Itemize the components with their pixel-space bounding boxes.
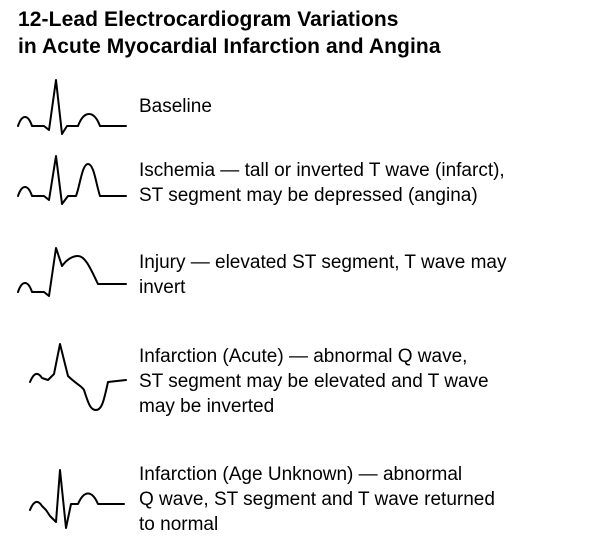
acute-infarction-ecg-wave-icon (29, 343, 127, 411)
injury-description: Injury — elevated ST segment, T wave may… (139, 250, 589, 300)
baseline-description: Baseline (139, 94, 589, 119)
ecg-variation-injury: Injury — elevated ST segment, T wave may… (0, 228, 593, 318)
description-line: invert (139, 277, 186, 298)
title-line-2: in Acute Myocardial Infarction and Angin… (18, 35, 441, 58)
ischemia-ecg-wave-icon (17, 155, 127, 205)
title-line-1: 12-Lead Electrocardiogram Variations (18, 8, 399, 31)
description-line: ST segment may be elevated and T wave (139, 371, 489, 392)
description-line: Ischemia — tall or inverted T wave (infa… (139, 160, 505, 181)
description-line: to normal (139, 514, 219, 535)
baseline-ecg-wave-icon (17, 79, 127, 135)
ecg-variation-infarction-acute: Infarction (Acute) — abnormal Q wave, ST… (0, 330, 593, 430)
infarction-age-unknown-description: Infarction (Age Unknown) — abnormal Q wa… (139, 462, 589, 537)
description-line: Infarction (Acute) — abnormal Q wave, (139, 346, 468, 367)
description-line: Q wave, ST segment and T wave returned (139, 489, 495, 510)
description-line: Injury — elevated ST segment, T wave may (139, 252, 507, 273)
ischemia-description: Ischemia — tall or inverted T wave (infa… (139, 158, 589, 208)
ecg-variation-baseline: Baseline (0, 70, 593, 160)
ecg-variation-ischemia: Ischemia — tall or inverted T wave (infa… (0, 140, 593, 230)
injury-ecg-wave-icon (17, 247, 127, 297)
diagram-title: 12-Lead Electrocardiogram Variations in … (18, 6, 588, 60)
description-line: ST segment may be depressed (angina) (139, 185, 478, 206)
infarction-acute-description: Infarction (Acute) — abnormal Q wave, ST… (139, 344, 589, 419)
age-unknown-infarction-ecg-wave-icon (29, 469, 125, 529)
ecg-variation-infarction-age-unknown: Infarction (Age Unknown) — abnormal Q wa… (0, 448, 593, 558)
description-line: Baseline (139, 96, 212, 117)
description-line: may be inverted (139, 396, 275, 417)
description-line: Infarction (Age Unknown) — abnormal (139, 464, 463, 485)
